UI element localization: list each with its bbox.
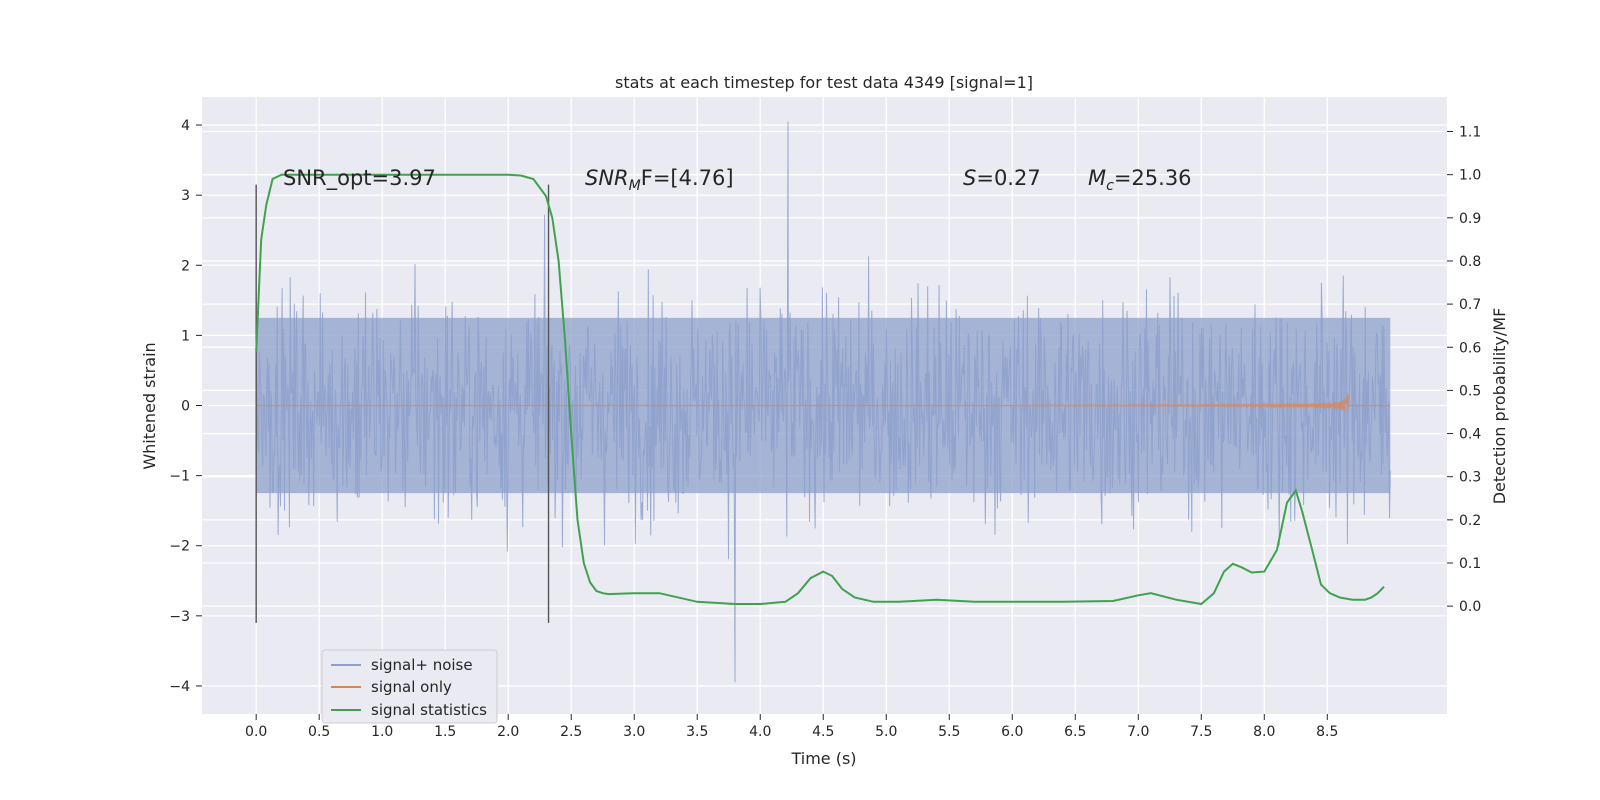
x-tick-label-17: 8.5 xyxy=(1316,724,1338,740)
y-axis-right: 1.1 1.0 0.9 0.8 0.7 0.6 0.5 0.4 0.3 0.2 0.1 0.0 xyxy=(1447,125,1481,615)
y2-tick-label-4: 0.7 xyxy=(1459,297,1481,313)
annotation-s-label: S xyxy=(963,166,976,190)
y-tick-label-8: −4 xyxy=(169,679,190,695)
annotation-mc-label: M xyxy=(1088,166,1106,190)
y-tick-label-7: −3 xyxy=(169,609,190,625)
annotation-snr-opt: SNR_opt=3.97 xyxy=(283,166,436,191)
y-tick-label-5: −1 xyxy=(169,469,190,485)
x-tick-label-5: 2.5 xyxy=(560,724,582,740)
y2-tick-label-3: 0.8 xyxy=(1459,254,1481,270)
x-axis-label: Time (s) xyxy=(790,749,856,768)
legend-box xyxy=(321,649,498,724)
y-tick-label-3: 1 xyxy=(181,328,190,344)
y-tick-label-1: 3 xyxy=(181,188,190,204)
y2-tick-label-8: 0.3 xyxy=(1459,470,1481,486)
x-axis: 0.0 0.5 1.0 1.5 2.0 2.5 3.0 3.5 4.0 4.5 5.0 5.5 6.0 6… xyxy=(245,714,1338,740)
signal-statistics-series xyxy=(255,173,1385,606)
y2-tick-label-2: 0.9 xyxy=(1459,211,1481,227)
y-axis-left: 4 3 2 1 0 −1 −2 −3 −4 xyxy=(169,118,202,695)
y2-tick-label-11: 0.0 xyxy=(1459,599,1481,615)
legend: signal+ noise signal only signal statist… xyxy=(321,649,498,724)
annotation-mc-value: =25.36 xyxy=(1114,166,1192,190)
x-tick-label-13: 6.5 xyxy=(1064,724,1086,740)
y2-tick-label-5: 0.6 xyxy=(1459,340,1481,356)
x-tick-label-3: 1.5 xyxy=(434,724,456,740)
y-tick-label-2: 2 xyxy=(181,258,190,274)
x-tick-label-1: 0.5 xyxy=(308,724,330,740)
x-tick-label-10: 5.0 xyxy=(875,724,897,740)
legend-label-signal-only: signal only xyxy=(371,678,452,696)
y2-tick-label-0: 1.1 xyxy=(1459,125,1481,141)
signal-chirp xyxy=(1012,393,1349,413)
x-tick-label-6: 3.0 xyxy=(623,724,645,740)
y2-tick-label-9: 0.2 xyxy=(1459,513,1481,529)
x-tick-label-4: 2.0 xyxy=(497,724,519,740)
annotation-snr-mf-main: SNR xyxy=(585,166,629,190)
x-tick-label-11: 5.5 xyxy=(938,724,960,740)
noise-trace xyxy=(255,121,1391,683)
legend-label-signal-statistics: signal statistics xyxy=(371,701,487,719)
annotation-s-value: =0.27 xyxy=(976,166,1040,190)
y2-tick-label-7: 0.4 xyxy=(1459,427,1481,443)
y-tick-label-6: −2 xyxy=(169,539,190,555)
y-axis-label: Whitened strain xyxy=(140,342,159,469)
annotations: SNR_opt=3.97 SNRMF=[4.76] S=0.27 Mc=25.3… xyxy=(283,166,1192,194)
signal-only-series xyxy=(256,393,1391,413)
annotation-snr-mf-rest: F=[4.76] xyxy=(641,166,734,190)
annotation-snr-mf: SNRMF=[4.76] xyxy=(585,166,734,194)
x-tick-label-14: 7.0 xyxy=(1127,724,1149,740)
annotation-mc-sub: c xyxy=(1106,178,1114,194)
x-tick-label-15: 7.5 xyxy=(1190,724,1212,740)
annotation-mc: Mc=25.36 xyxy=(1088,166,1192,194)
y2-axis-label: Detection probability/MF xyxy=(1490,308,1509,505)
y2-tick-label-6: 0.5 xyxy=(1459,383,1481,399)
annotation-s: S=0.27 xyxy=(963,166,1041,190)
x-tick-label-16: 8.0 xyxy=(1253,724,1275,740)
x-tick-label-8: 4.0 xyxy=(749,724,771,740)
x-tick-label-2: 1.0 xyxy=(371,724,393,740)
vertical-markers xyxy=(255,184,550,623)
x-tick-label-7: 3.5 xyxy=(686,724,708,740)
y-tick-label-0: 4 xyxy=(181,118,190,134)
y2-tick-label-1: 1.0 xyxy=(1459,168,1481,184)
signal-statistics-line xyxy=(255,173,1385,606)
x-tick-label-0: 0.0 xyxy=(245,724,267,740)
legend-label-signal-noise: signal+ noise xyxy=(371,656,473,674)
x-tick-label-12: 6.0 xyxy=(1001,724,1023,740)
x-tick-label-9: 4.5 xyxy=(812,724,834,740)
y2-tick-label-10: 0.1 xyxy=(1459,556,1481,572)
y-tick-label-4: 0 xyxy=(181,399,190,415)
chart-title: stats at each timestep for test data 434… xyxy=(615,73,1033,92)
annotation-snr-mf-sub: M xyxy=(629,178,641,194)
